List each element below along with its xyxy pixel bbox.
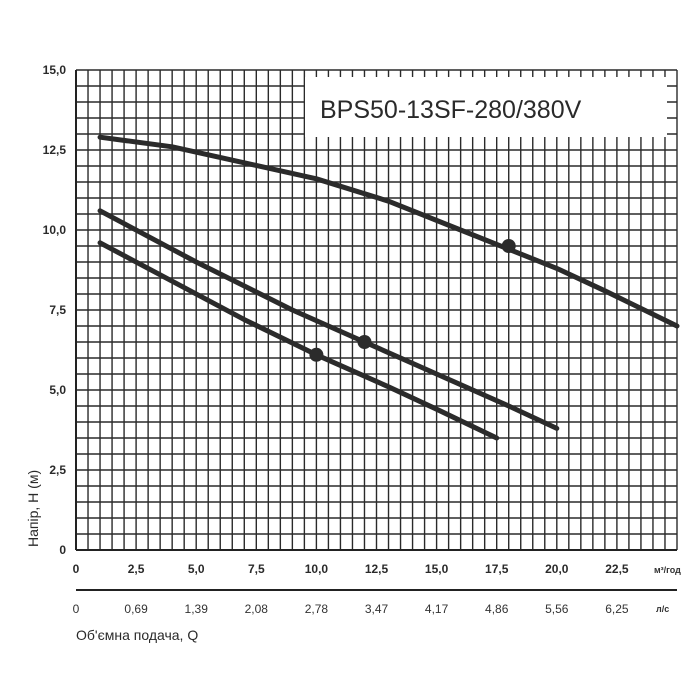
x-unit-secondary: л/с (656, 604, 669, 614)
x-tick-label: 0 (73, 562, 80, 576)
x-tick-label: 20,0 (545, 562, 569, 576)
x-axis-label: Об'ємна подача, Q (76, 627, 198, 643)
x-tick-label-secondary: 4,86 (485, 602, 509, 616)
chart-title: BPS50-13SF-280/380V (320, 96, 582, 124)
x-tick-label: 2,5 (128, 562, 145, 576)
x-tick-labels: 0 2,5 5,0 7,5 10,0 12,5 15,0 17,5 20,0 22,5 (73, 562, 629, 576)
x-tick-label-secondary: 1,39 (185, 602, 209, 616)
title-box: BPS50-13SF-280/380V (305, 77, 667, 137)
x-tick-label-secondary: 0,69 (124, 602, 148, 616)
grid (75, 69, 678, 551)
axes (75, 70, 677, 591)
x-tick-label: 22,5 (605, 562, 629, 576)
series-line-1 (97, 134, 680, 329)
x-tick-label-secondary: 6,25 (605, 602, 629, 616)
x-tick-label-secondary: 2,78 (305, 602, 329, 616)
x-tick-label: 10,0 (305, 562, 329, 576)
y-axis-label: Напір, Н (м) (25, 470, 41, 547)
x-tick-label: 7,5 (248, 562, 265, 576)
x-tick-label: 12,5 (365, 562, 389, 576)
y-tick-label: 2,5 (49, 463, 66, 477)
x-tick-label: 17,5 (485, 562, 509, 576)
series-marker-1 (501, 239, 516, 253)
y-tick-label: 15,0 (43, 63, 67, 77)
x-tick-label-secondary: 3,47 (365, 602, 389, 616)
y-tick-label: 10,0 (43, 223, 67, 237)
x-tick-label-secondary: 5,56 (545, 602, 569, 616)
title-background (305, 77, 667, 137)
series-marker-2 (357, 335, 372, 349)
curves (97, 134, 680, 441)
x-tick-label-secondary: 2,08 (245, 602, 269, 616)
series-marker-3 (309, 347, 324, 362)
x-tick-label-secondary: 0 (73, 602, 80, 616)
y-tick-label: 0 (59, 543, 66, 557)
y-tick-label: 7,5 (49, 303, 66, 317)
x-tick-labels-secondary: 0 0,69 1,39 2,08 2,78 3,47 4,17 4,86 5,56 6,25 (73, 602, 629, 616)
x-tick-label: 15,0 (425, 562, 449, 576)
x-tick-label: 5,0 (188, 562, 205, 576)
y-tick-labels: 0 2,5 5,0 7,5 10,0 12,5 15,0 (43, 63, 67, 557)
y-tick-label: 12,5 (43, 143, 67, 157)
x-unit-primary: м³/год (654, 565, 681, 575)
y-tick-label: 5,0 (49, 383, 66, 397)
x-tick-label-secondary: 4,17 (425, 602, 449, 616)
